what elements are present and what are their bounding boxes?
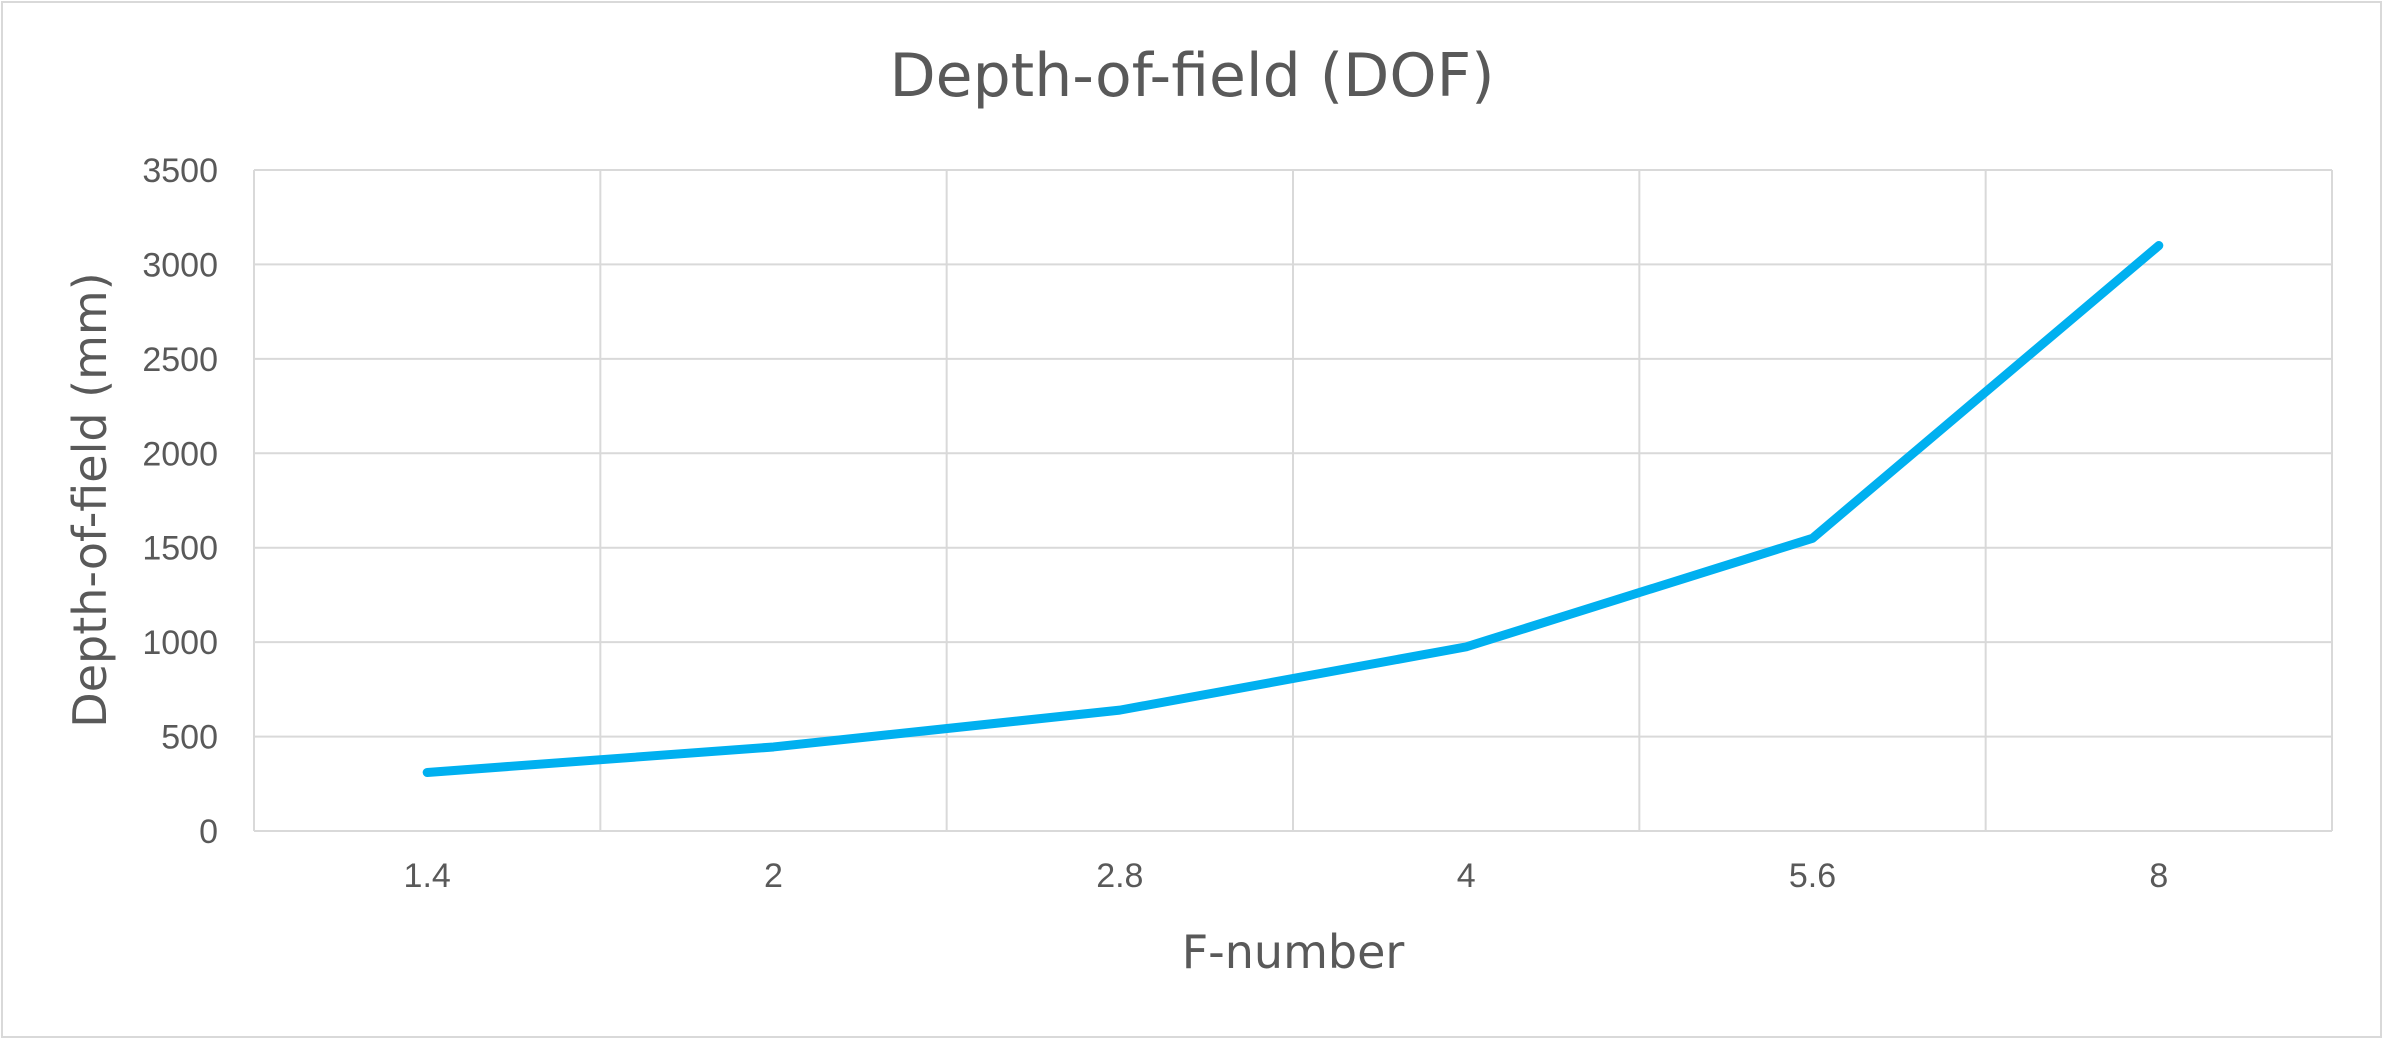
x-axis-ticks: 1.4 2 2.8 4 5.6 8 [404, 857, 2169, 895]
series-line [422, 241, 2164, 777]
chart-title: Depth-of-field (DOF) [889, 41, 1494, 111]
y-tick-label: 500 [161, 719, 218, 757]
y-axis-ticks: 0 500 1000 1500 2000 2500 3000 3500 [142, 152, 218, 851]
data-point [1465, 646, 1467, 648]
x-tick-label: 2.8 [1096, 857, 1143, 895]
x-tick-label: 5.6 [1789, 857, 1836, 895]
x-tick-label: 1.4 [404, 857, 451, 895]
y-tick-label: 3500 [142, 152, 218, 190]
y-tick-label: 0 [199, 813, 218, 851]
series-group [422, 241, 2164, 777]
y-axis-title: Depth-of-field (mm) [63, 272, 117, 727]
data-point [1812, 537, 1813, 539]
y-tick-label: 1000 [142, 624, 218, 662]
x-tick-label: 2 [764, 857, 783, 895]
data-point [426, 771, 428, 773]
grid [253, 169, 2333, 832]
x-tick-label: 4 [1457, 857, 1476, 895]
y-tick-label: 2500 [142, 341, 218, 379]
x-axis-title: F-number [1182, 925, 1405, 979]
y-tick-label: 1500 [142, 530, 218, 568]
data-point [1119, 709, 1121, 711]
y-tick-label: 3000 [142, 246, 218, 284]
data-point [2158, 245, 2160, 247]
y-tick-label: 2000 [142, 435, 218, 473]
data-point [773, 746, 774, 748]
x-tick-label: 8 [2149, 857, 2168, 895]
